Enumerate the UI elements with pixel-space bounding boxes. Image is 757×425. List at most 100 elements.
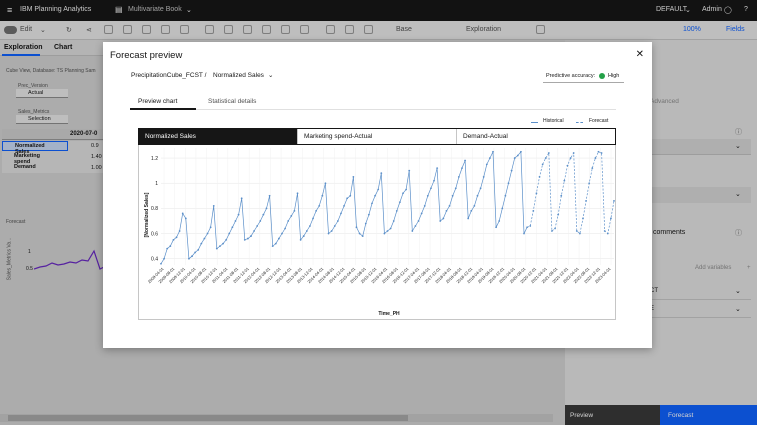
forecast-point bbox=[566, 164, 569, 167]
environment-label[interactable]: DEFAULT bbox=[656, 6, 687, 13]
table-row[interactable]: Marketing spend bbox=[14, 153, 40, 165]
forecast-point bbox=[529, 225, 532, 227]
forecast-button[interactable]: Forecast bbox=[660, 405, 757, 425]
forecast-point bbox=[582, 217, 584, 220]
add-variables-label[interactable]: Add variables bbox=[695, 265, 732, 271]
table-row[interactable]: Demand bbox=[14, 164, 36, 170]
chevron-down-icon[interactable]: ⌄ bbox=[735, 191, 741, 198]
toolbar-tool-icon-4[interactable] bbox=[161, 25, 170, 34]
tab-chart[interactable]: Chart bbox=[54, 44, 73, 51]
mini-y-tick: 1 bbox=[28, 249, 31, 255]
table-cell[interactable]: 1.40 bbox=[91, 154, 102, 160]
chevron-down-icon[interactable]: ⌄ bbox=[186, 7, 192, 14]
table-cell[interactable]: 0.9 bbox=[91, 143, 99, 149]
series-tab-normalized-sales[interactable]: Normalized Sales bbox=[139, 129, 297, 144]
tab-exploration[interactable]: Exploration bbox=[4, 44, 43, 51]
toolbar-tool-icon-11[interactable] bbox=[326, 25, 335, 34]
historical-point bbox=[246, 237, 249, 240]
undo-icon[interactable]: ⌄ bbox=[40, 27, 46, 34]
cube-view-label: Cube View, Database: TS Planning Sam bbox=[6, 68, 96, 74]
help-icon[interactable]: ? bbox=[744, 6, 748, 13]
preview-button[interactable]: Preview bbox=[565, 405, 660, 425]
historical-point bbox=[405, 188, 408, 191]
historical-point bbox=[324, 182, 327, 185]
historical-point bbox=[380, 172, 383, 175]
scrollbar-thumb[interactable] bbox=[8, 415, 408, 421]
user-icon[interactable]: ◯ bbox=[724, 7, 732, 14]
zoom-level[interactable]: 100% bbox=[683, 26, 701, 33]
measure-chevron-icon[interactable]: ⌄ bbox=[268, 72, 274, 79]
historical-point bbox=[464, 159, 466, 162]
historical-point bbox=[197, 249, 200, 251]
share-icon[interactable]: ⋖ bbox=[86, 27, 92, 34]
historical-point bbox=[402, 192, 404, 195]
accordion-row[interactable]: CT ⌄ bbox=[565, 284, 751, 300]
historical-point bbox=[181, 212, 184, 215]
historical-point bbox=[188, 257, 190, 260]
y-axis-label: [Normalized Sales] bbox=[144, 192, 150, 237]
advanced-label[interactable]: Advanced bbox=[650, 98, 679, 105]
toolbar-tool-icon-7[interactable] bbox=[243, 25, 252, 34]
series-tab-demand[interactable]: Demand-Actual bbox=[456, 129, 615, 144]
toolbar-tool-icon-13[interactable] bbox=[364, 25, 373, 34]
fields-label[interactable]: Fields bbox=[726, 26, 745, 33]
historical-point bbox=[215, 247, 218, 250]
historical-point bbox=[315, 210, 318, 212]
add-icon[interactable]: + bbox=[747, 265, 751, 271]
edit-toggle[interactable] bbox=[4, 26, 17, 34]
toolbar-tool-icon-8[interactable] bbox=[262, 25, 271, 34]
measure-select[interactable]: Normalized Sales bbox=[213, 72, 264, 79]
refresh-icon[interactable]: ↻ bbox=[66, 27, 72, 34]
chevron-down-icon[interactable]: ⌄ bbox=[735, 143, 741, 150]
historical-point bbox=[439, 220, 442, 222]
toolbar-tool-icon-5[interactable] bbox=[180, 25, 189, 34]
historical-point bbox=[498, 220, 501, 222]
user-name[interactable]: Admin bbox=[702, 6, 722, 13]
series-tab-marketing-spend[interactable]: Marketing spend-Actual bbox=[297, 129, 456, 144]
base-label[interactable]: Base bbox=[396, 26, 412, 33]
historical-point bbox=[352, 176, 355, 178]
toolbar-tool-icon-9[interactable] bbox=[281, 25, 290, 34]
book-name[interactable]: Multivariate Book bbox=[128, 6, 182, 13]
forecast-point bbox=[578, 232, 581, 235]
mini-chart bbox=[34, 249, 104, 270]
tab-statistical-details[interactable]: Statistical details bbox=[208, 98, 257, 105]
historical-point bbox=[274, 242, 277, 245]
info-icon[interactable]: ⓘ bbox=[735, 230, 742, 237]
tab-divider bbox=[130, 109, 616, 110]
chart-icon[interactable] bbox=[536, 25, 545, 34]
mode-label[interactable]: Exploration bbox=[466, 26, 502, 33]
table-cell[interactable]: 1.00 bbox=[91, 165, 102, 171]
forecast-point bbox=[594, 157, 597, 159]
toolbar-tool-icon-3[interactable] bbox=[142, 25, 151, 34]
accordion-row[interactable]: E ⌄ bbox=[565, 302, 751, 318]
accuracy-value: High bbox=[608, 73, 620, 79]
historical-point bbox=[433, 179, 435, 182]
chevron-down-icon[interactable]: ⌄ bbox=[735, 288, 741, 295]
toolbar-tool-icon-12[interactable] bbox=[345, 25, 354, 34]
filter2-select[interactable]: Selection bbox=[16, 115, 68, 124]
filter-icon[interactable] bbox=[205, 25, 214, 34]
filter1-select[interactable]: Actual bbox=[16, 89, 68, 98]
forecast-chart: 0.4 0.6 0.8 1 1.2 2009-04-012009-08-012009-1… bbox=[144, 148, 615, 317]
tab-preview-chart[interactable]: Preview chart bbox=[138, 98, 178, 105]
toolbar-tool-icon-6[interactable] bbox=[224, 25, 233, 34]
info-icon[interactable]: ⓘ bbox=[735, 129, 742, 136]
historical-point bbox=[160, 262, 162, 265]
historical-point bbox=[346, 197, 349, 200]
toolbar-tool-icon-10[interactable] bbox=[300, 25, 309, 34]
column-header[interactable]: 2020-07-0 bbox=[70, 131, 98, 137]
close-icon[interactable]: ✕ bbox=[635, 49, 644, 60]
historical-point bbox=[516, 154, 519, 157]
table-row[interactable]: Normalized Sales bbox=[2, 141, 68, 155]
horizontal-scrollbar[interactable] bbox=[0, 414, 553, 422]
toolbar-tool-icon-2[interactable] bbox=[123, 25, 132, 34]
historical-point bbox=[250, 235, 252, 237]
chevron-down-icon[interactable]: ⌄ bbox=[735, 306, 741, 313]
hamburger-icon[interactable]: ≡ bbox=[7, 5, 13, 15]
historical-point bbox=[175, 236, 178, 239]
legend-forecast-label: Forecast bbox=[589, 118, 609, 124]
x-axis-label: Time_PH bbox=[378, 311, 400, 317]
env-chevron-icon[interactable]: ⌄ bbox=[685, 7, 691, 14]
toolbar-tool-icon-1[interactable] bbox=[104, 25, 113, 34]
